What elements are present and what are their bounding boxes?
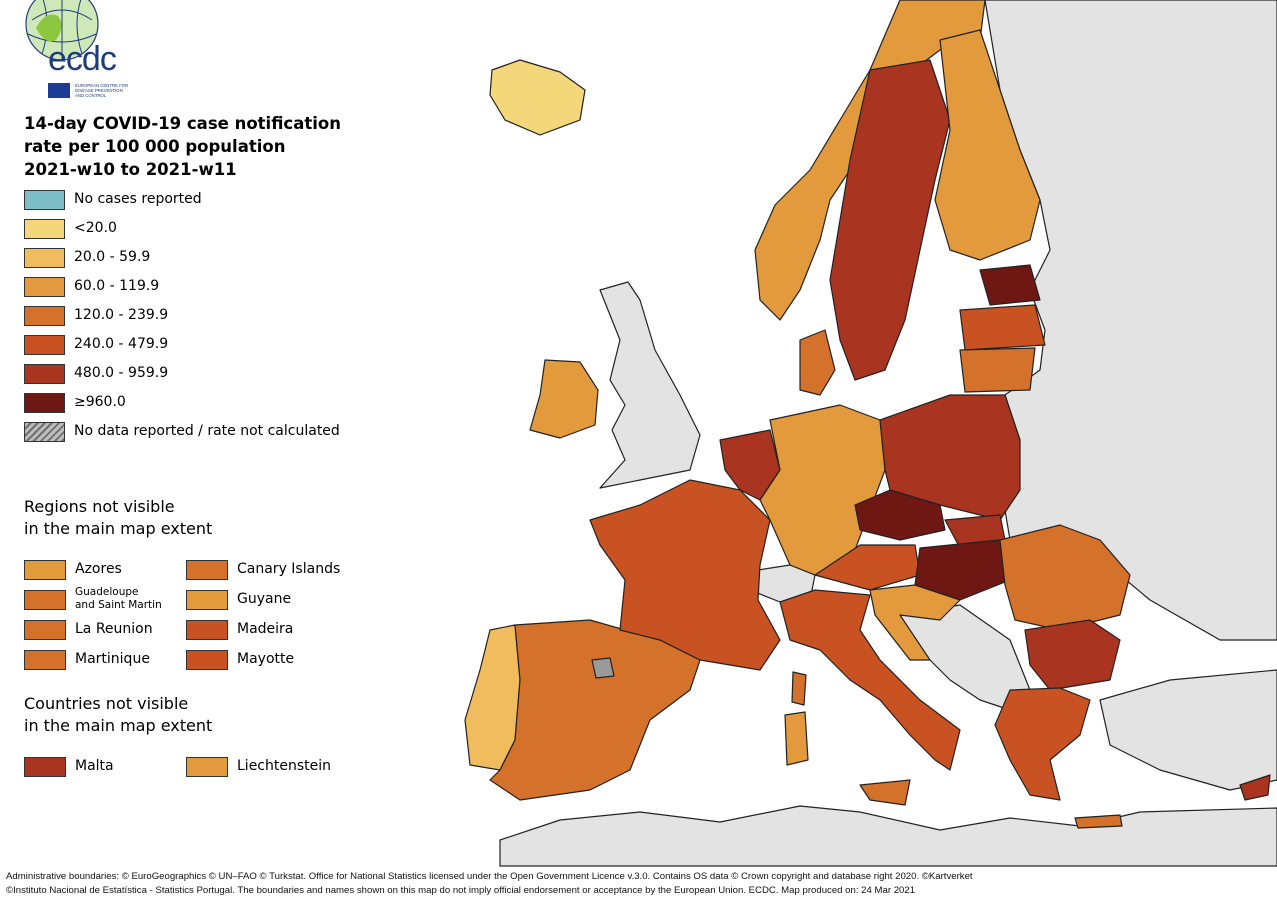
region-label: Guadeloupe and Saint Martin bbox=[75, 586, 162, 612]
greece bbox=[994, 687, 1091, 801]
eu-flag-icon bbox=[48, 83, 70, 98]
legend-item: <20.0 bbox=[24, 219, 354, 241]
country-label: Malta bbox=[75, 758, 114, 774]
section-title-line: Countries not visible bbox=[24, 694, 189, 713]
logo-wordmark: ecdc bbox=[48, 40, 117, 78]
region-swatch bbox=[186, 650, 228, 670]
legend-swatch bbox=[24, 277, 65, 297]
title-line-1: 14-day COVID-19 case notification bbox=[24, 114, 341, 133]
austria bbox=[814, 544, 921, 591]
legend-label: 240.0 - 479.9 bbox=[74, 336, 169, 352]
region-label: Mayotte bbox=[237, 651, 295, 667]
legend-label: No cases reported bbox=[74, 191, 202, 207]
legend-item: 20.0 - 59.9 bbox=[24, 248, 354, 270]
north-africa-land bbox=[499, 805, 1277, 867]
globe-icon bbox=[25, 0, 99, 60]
legend-swatch bbox=[24, 306, 65, 326]
countries-section-title: Countries not visible in the main map ex… bbox=[24, 693, 212, 737]
sicily bbox=[859, 779, 911, 806]
region-swatch bbox=[186, 560, 228, 580]
legend-label: 480.0 - 959.9 bbox=[74, 365, 169, 381]
legend-item: 480.0 - 959.9 bbox=[24, 364, 354, 386]
legend-label: ≥960.0 bbox=[74, 394, 126, 410]
legend-swatch bbox=[24, 190, 65, 210]
regions-section-title: Regions not visible in the main map exte… bbox=[24, 496, 212, 540]
legend-swatch bbox=[24, 393, 65, 413]
region-swatch bbox=[186, 590, 228, 610]
poland bbox=[879, 394, 1021, 521]
region-swatch bbox=[186, 620, 228, 640]
legend-swatch-hatched bbox=[24, 422, 65, 442]
italy bbox=[779, 589, 961, 771]
ireland bbox=[529, 359, 599, 439]
region-swatch bbox=[24, 560, 66, 580]
title-line-3: 2021-w10 to 2021-w11 bbox=[24, 160, 237, 179]
legend-swatch bbox=[24, 219, 65, 239]
legend-item: No cases reported bbox=[24, 190, 354, 212]
legend-item: 60.0 - 119.9 bbox=[24, 277, 354, 299]
legend-swatch bbox=[24, 364, 65, 384]
spain bbox=[489, 619, 701, 801]
region-swatch bbox=[24, 650, 66, 670]
logo-subtitle-line: AND CONTROL bbox=[75, 93, 107, 98]
section-title-line: Regions not visible bbox=[24, 497, 175, 516]
legend-label: <20.0 bbox=[74, 220, 117, 236]
legend-item: 240.0 - 479.9 bbox=[24, 335, 354, 357]
country-label: Liechtenstein bbox=[237, 758, 332, 774]
lithuania bbox=[959, 347, 1036, 393]
section-title-line: in the main map extent bbox=[24, 716, 213, 735]
logo-subtitle: EUROPEAN CENTRE FOR DISEASE PREVENTION A… bbox=[75, 83, 145, 98]
country-swatch bbox=[24, 757, 66, 777]
legend-swatch bbox=[24, 248, 65, 268]
logo-subtitle-line: DISEASE PREVENTION bbox=[75, 88, 123, 93]
czechia bbox=[854, 489, 946, 541]
ecdc-logo bbox=[22, 0, 152, 102]
uk-land bbox=[599, 281, 701, 489]
legend-label: 60.0 - 119.9 bbox=[74, 278, 160, 294]
romania bbox=[999, 524, 1131, 631]
bulgaria bbox=[1024, 619, 1121, 691]
legend-item: No data reported / rate not calculated bbox=[24, 422, 354, 444]
no-data-region bbox=[591, 657, 615, 679]
legend-label: 120.0 - 239.9 bbox=[74, 307, 169, 323]
finland bbox=[934, 29, 1041, 261]
latvia bbox=[959, 304, 1046, 351]
legend-item: 120.0 - 239.9 bbox=[24, 306, 354, 328]
iceland bbox=[489, 59, 586, 136]
region-label-line: Guadeloupe bbox=[75, 586, 139, 598]
title-line-2: rate per 100 000 population bbox=[24, 137, 286, 156]
map-title: 14-day COVID-19 case notification rate p… bbox=[24, 112, 364, 181]
sardinia bbox=[784, 711, 809, 766]
crete bbox=[1074, 814, 1123, 829]
logo-subtitle-line: EUROPEAN CENTRE FOR bbox=[75, 83, 129, 88]
region-label: Madeira bbox=[237, 621, 294, 637]
region-label: Guyane bbox=[237, 591, 292, 607]
credits-line-2: ©Instituto Nacional de Estatística - Sta… bbox=[6, 885, 916, 896]
cyprus bbox=[1239, 774, 1271, 801]
region-label: La Reunion bbox=[75, 621, 153, 637]
legend-label: No data reported / rate not calculated bbox=[74, 423, 340, 439]
country-swatch bbox=[186, 757, 228, 777]
section-title-line: in the main map extent bbox=[24, 519, 213, 538]
denmark bbox=[799, 329, 836, 396]
legend-item: ≥960.0 bbox=[24, 393, 354, 415]
corsica bbox=[791, 671, 807, 706]
credits-line-1: Administrative boundaries: © EuroGeograp… bbox=[6, 871, 973, 882]
region-label: Martinique bbox=[75, 651, 150, 667]
region-label: Azores bbox=[75, 561, 122, 577]
map-credits: Administrative boundaries: © EuroGeograp… bbox=[6, 870, 973, 898]
region-swatch bbox=[24, 590, 66, 610]
legend-swatch bbox=[24, 335, 65, 355]
croatia bbox=[869, 584, 961, 661]
turkey-land bbox=[1099, 669, 1277, 791]
legend-label: 20.0 - 59.9 bbox=[74, 249, 151, 265]
region-label-line: and Saint Martin bbox=[75, 599, 162, 611]
france bbox=[589, 479, 781, 671]
estonia bbox=[979, 264, 1041, 306]
region-label: Canary Islands bbox=[237, 561, 341, 577]
hungary bbox=[914, 539, 1011, 601]
region-swatch bbox=[24, 620, 66, 640]
